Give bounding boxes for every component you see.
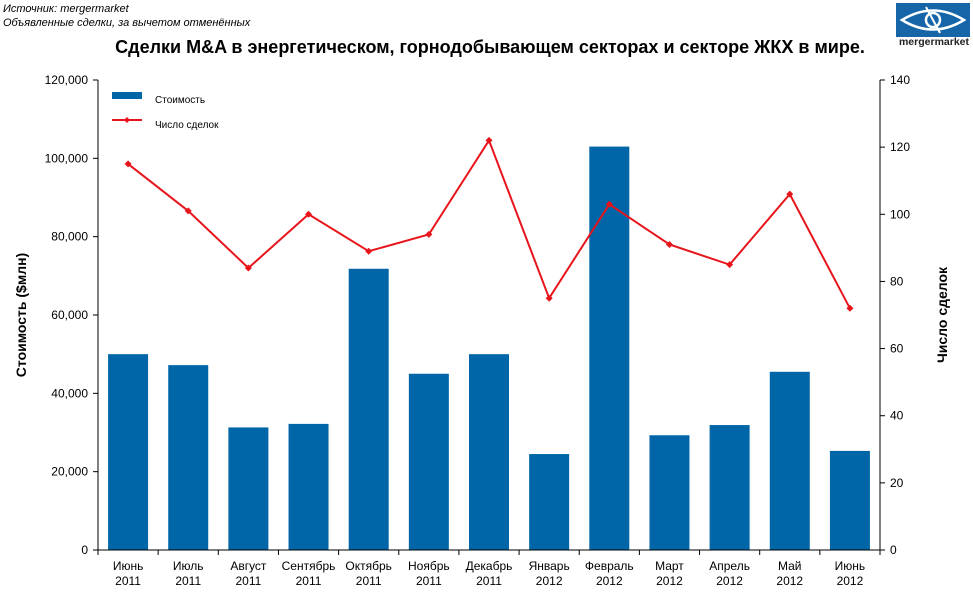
bar-series xyxy=(108,146,870,551)
source-line-1: Источник: mergermarket xyxy=(3,3,129,15)
legend-label-line: Число сделок xyxy=(155,120,219,131)
legend: Стоимость Число сделок xyxy=(112,92,219,131)
legend-swatch-bars xyxy=(112,92,142,99)
x-tick-year: 2012 xyxy=(776,574,803,588)
x-tick-month: Июнь xyxy=(835,559,866,573)
x-tick-label: Октябрь 2011 xyxy=(345,559,392,588)
y2-tick-label: 80 xyxy=(890,274,904,288)
x-tick-label: Апрель 2012 xyxy=(709,559,750,588)
y2-axis-label: Число сделок xyxy=(934,266,950,363)
chart-title: Сделки M&A в энергетическом, горнодобыва… xyxy=(115,37,865,57)
x-tick-year: 2011 xyxy=(476,574,502,588)
source-note: Источник: mergermarket Объявленные сделк… xyxy=(3,2,250,30)
y-tick-label: 20,000 xyxy=(51,465,88,479)
logo-text: mergermarket xyxy=(898,36,970,48)
bar xyxy=(829,450,870,550)
bar xyxy=(168,365,209,550)
x-tick-label: Июнь 2012 xyxy=(835,559,866,588)
x-tick-label: Декабрь 2011 xyxy=(466,559,513,588)
line-point xyxy=(786,190,794,198)
line-point xyxy=(485,136,493,144)
x-tick-label: Июнь 2011 xyxy=(113,559,144,588)
x-tick-year: 2012 xyxy=(656,574,683,588)
bar xyxy=(529,454,570,550)
x-tick-month: Октябрь xyxy=(345,559,392,573)
mergermarket-logo-icon xyxy=(896,3,970,47)
x-tick-month: Январь xyxy=(529,559,570,573)
y2-tick-label: 100 xyxy=(890,207,910,221)
legend-marker-line xyxy=(124,117,130,123)
x-tick-label: Сентябрь 2011 xyxy=(282,559,336,588)
x-tick-month: Февраль xyxy=(585,559,634,573)
x-tick-label: Май 2012 xyxy=(776,559,803,588)
x-tick-year: 2012 xyxy=(536,574,563,588)
line-point xyxy=(244,264,252,272)
x-tick-label: Февраль 2012 xyxy=(585,559,634,588)
x-tick-year: 2011 xyxy=(235,574,261,588)
x-tick-year: 2011 xyxy=(356,574,382,588)
y-tick-label: 60,000 xyxy=(51,308,88,322)
x-tick-month: Июль xyxy=(173,559,204,573)
y2-tick-label: 0 xyxy=(890,543,897,557)
bar xyxy=(108,354,149,550)
line-point xyxy=(846,304,854,312)
bar xyxy=(288,423,329,550)
line-point xyxy=(184,207,192,215)
x-tick-year: 2011 xyxy=(296,574,322,588)
x-tick-label: Ноябрь 2011 xyxy=(408,559,450,588)
x-tick-month: Август xyxy=(230,559,267,573)
line-point xyxy=(365,247,373,255)
line-point xyxy=(605,200,613,208)
legend-label-bars: Стоимость xyxy=(155,95,205,106)
x-tick-month: Апрель xyxy=(709,559,750,573)
x-tick-label: Июль 2011 xyxy=(173,559,204,588)
bar xyxy=(769,371,810,550)
y-tick-label: 40,000 xyxy=(51,386,88,400)
y-tick-label: 120,000 xyxy=(45,73,89,87)
y2-tick-label: 120 xyxy=(890,140,910,154)
source-line-2: Объявленные сделки, за вычетом отменённы… xyxy=(3,17,251,29)
bar xyxy=(408,373,449,550)
bar xyxy=(649,435,690,550)
x-tick-year: 2012 xyxy=(716,574,743,588)
x-tick-month: Ноябрь xyxy=(408,559,450,573)
x-tick-month: Сентябрь xyxy=(282,559,336,573)
x-tick-year: 2012 xyxy=(596,574,623,588)
line-point xyxy=(665,241,673,248)
y2-tick-label: 60 xyxy=(890,342,904,356)
y-axis-label: Стоимость ($млн) xyxy=(13,253,29,377)
line-series xyxy=(124,136,854,312)
x-tick-year: 2011 xyxy=(175,574,201,588)
line-point xyxy=(545,294,553,302)
deals-line xyxy=(127,138,851,309)
x-tick-year: 2012 xyxy=(837,574,864,588)
x-tick-label: Март 2012 xyxy=(655,559,684,588)
y-tick-label: 0 xyxy=(81,543,88,557)
y2-tick-label: 140 xyxy=(890,73,910,87)
y-tick-label: 100,000 xyxy=(45,151,89,165)
y2-tick-label: 40 xyxy=(890,409,904,423)
x-tick-month: Май xyxy=(778,559,802,573)
bar xyxy=(348,268,389,550)
line-point xyxy=(425,230,433,238)
line-point xyxy=(124,160,132,168)
x-tick-month: Июнь xyxy=(113,559,144,573)
bar xyxy=(469,354,509,550)
x-tick-label: Январь 2012 xyxy=(529,559,570,588)
bar xyxy=(709,425,750,550)
x-tick-month: Декабрь xyxy=(466,559,513,573)
x-tick-month: Март xyxy=(655,559,684,573)
line-point xyxy=(726,261,734,269)
x-tick-year: 2011 xyxy=(115,574,141,588)
line-point xyxy=(305,210,313,218)
x-tick-label: Август 2011 xyxy=(230,559,267,588)
y-tick-label: 80,000 xyxy=(51,230,88,244)
y2-tick-label: 20 xyxy=(890,476,904,490)
bar xyxy=(228,427,269,550)
axes: 0 20,000 40,000 60,000 80,000 100,000 120,000 0… xyxy=(45,73,911,588)
x-tick-year: 2011 xyxy=(416,574,442,588)
